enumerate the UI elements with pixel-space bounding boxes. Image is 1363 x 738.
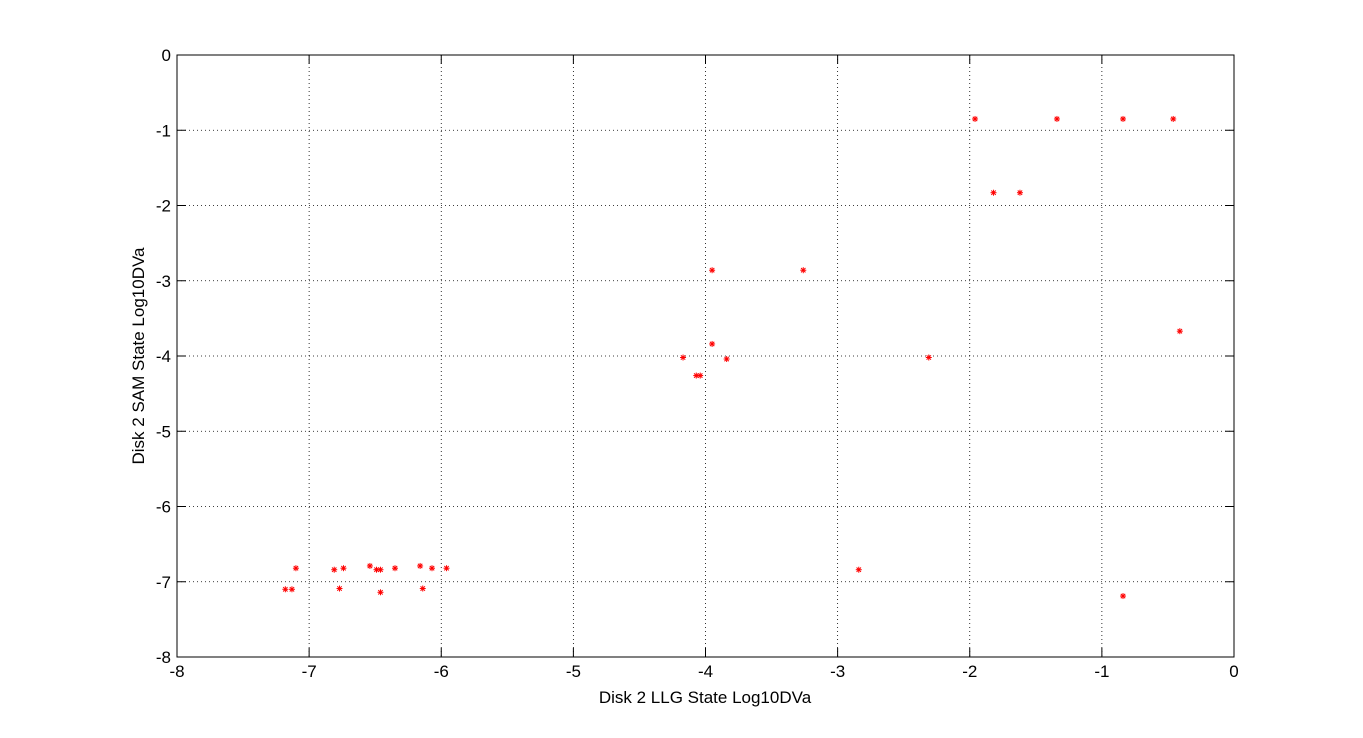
y-tick-label: -5 — [156, 422, 171, 441]
grid-lines — [177, 55, 1234, 657]
x-tick-label: -7 — [302, 662, 317, 681]
data-point — [1053, 115, 1060, 122]
data-point — [1170, 115, 1177, 122]
data-point — [336, 585, 343, 592]
y-tick-label: -4 — [156, 347, 171, 366]
y-tick-label: 0 — [162, 46, 171, 65]
data-point — [697, 372, 704, 379]
data-point — [331, 566, 338, 573]
x-axis-label: Disk 2 LLG State Log10DVa — [599, 688, 812, 707]
x-tick-label: -6 — [434, 662, 449, 681]
data-point — [709, 267, 716, 274]
x-tick-labels: -8 -7 -6 -5 -4 -3 -2 -1 0 — [169, 662, 1238, 681]
x-tick-label: -2 — [962, 662, 977, 681]
data-point — [723, 356, 730, 363]
x-tick-label: -8 — [169, 662, 184, 681]
y-tick-label: -6 — [156, 498, 171, 517]
data-point — [443, 565, 450, 572]
x-tick-label: -3 — [830, 662, 845, 681]
data-point — [292, 565, 299, 572]
data-point — [366, 562, 373, 569]
data-point — [709, 340, 716, 347]
data-point — [990, 189, 997, 196]
data-point — [800, 267, 807, 274]
x-tick-label: 0 — [1229, 662, 1238, 681]
data-point — [693, 372, 700, 379]
y-tick-label: -7 — [156, 573, 171, 592]
data-point — [855, 566, 862, 573]
data-point — [1176, 328, 1183, 335]
y-tick-labels: 0 -1 -2 -3 -4 -5 -6 -7 -8 — [156, 46, 171, 667]
data-point — [392, 565, 399, 572]
y-tick-label: -8 — [156, 648, 171, 667]
data-point — [1016, 189, 1023, 196]
data-point — [282, 586, 289, 593]
data-point — [972, 115, 979, 122]
data-point — [925, 354, 932, 361]
data-points — [282, 115, 1183, 600]
data-point — [419, 585, 426, 592]
y-tick-label: -1 — [156, 121, 171, 140]
data-point — [429, 565, 436, 572]
data-point — [1120, 593, 1127, 600]
x-tick-label: -5 — [566, 662, 581, 681]
x-tick-label: -1 — [1094, 662, 1109, 681]
y-tick-label: -2 — [156, 197, 171, 216]
y-tick-label: -3 — [156, 272, 171, 291]
tick-marks — [176, 54, 1235, 658]
data-point — [680, 354, 687, 361]
y-axis-label: Disk 2 SAM State Log10DVa — [129, 247, 148, 465]
data-point — [377, 589, 384, 596]
data-point — [288, 586, 295, 593]
data-point — [377, 566, 384, 573]
data-point — [340, 565, 347, 572]
x-tick-label: -4 — [698, 662, 713, 681]
data-point — [1120, 115, 1127, 122]
data-point — [417, 562, 424, 569]
